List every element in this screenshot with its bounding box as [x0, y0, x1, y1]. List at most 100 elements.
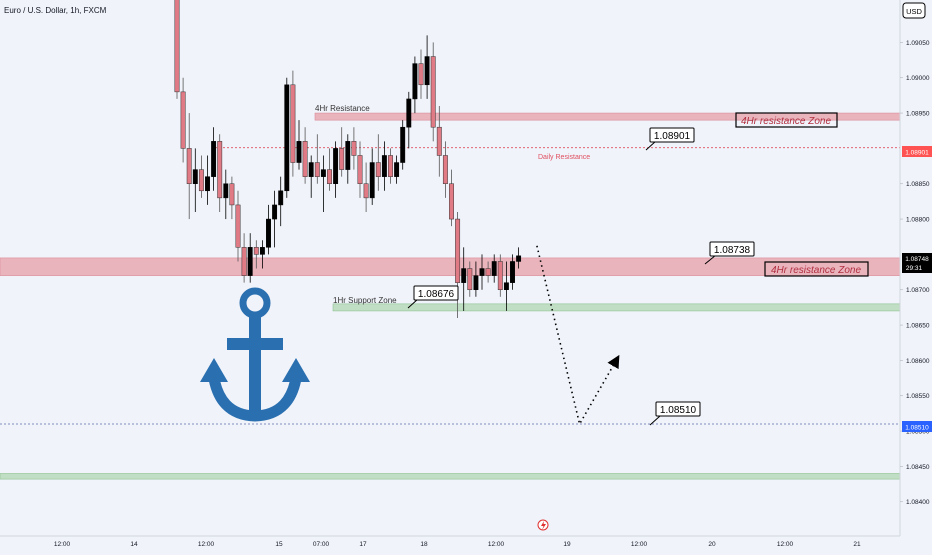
candle-6 — [211, 127, 217, 191]
callout-2: 1.08738 — [704, 241, 755, 265]
candle-14 — [259, 240, 265, 269]
x-tick-label-2: 12:00 — [198, 541, 215, 548]
candle-32 — [369, 148, 375, 205]
candle-body-29 — [351, 141, 357, 156]
currency-button[interactable]: USD — [902, 2, 926, 19]
candle-body-18 — [284, 84, 290, 192]
y-tick-label-6: 1.08650 — [906, 323, 930, 330]
candle-body-39 — [412, 63, 418, 100]
candle-27 — [339, 127, 345, 177]
candle-24 — [320, 155, 326, 212]
candle-body-13 — [253, 247, 259, 255]
candle-8 — [223, 169, 229, 220]
candle-body-53 — [497, 261, 503, 290]
candle-39 — [412, 56, 418, 114]
candle-body-4 — [198, 169, 204, 192]
x-tick-label-6: 18 — [420, 541, 428, 548]
candle-35 — [388, 148, 393, 184]
daily-resistance-label: Daily Resistance — [538, 154, 590, 161]
anchor-icon — [200, 287, 310, 422]
candle-body-15 — [266, 218, 271, 248]
x-tick-label-8: 19 — [563, 541, 571, 548]
zone-support-3 — [0, 473, 901, 480]
price-axis — [900, 0, 932, 550]
candle-55 — [510, 254, 515, 290]
x-tick-label-10: 20 — [708, 541, 716, 548]
daily-resistance-price-tag: 1.08901 — [902, 146, 932, 157]
candle-25 — [327, 148, 332, 191]
candle-22 — [308, 155, 314, 198]
lightning-icon[interactable] — [537, 519, 549, 531]
candle-1 — [180, 77, 186, 163]
price-axis-ticks: 1.09050 1.09000 1.08950 1.08850 1.08800 1.087… — [900, 40, 930, 506]
candle-40 — [418, 49, 424, 99]
y-tick-label-8: 1.08550 — [906, 393, 930, 400]
candle-body-50 — [479, 268, 485, 276]
y-tick-label-11: 1.08400 — [906, 499, 930, 506]
candle-body-52 — [491, 261, 497, 276]
time-axis — [0, 536, 900, 550]
candle-body-8 — [223, 183, 229, 199]
projection-line — [536, 245, 620, 427]
candle-41 — [424, 35, 430, 99]
resistance-4h-label: 4Hr Resistance — [315, 104, 370, 113]
candle-body-11 — [241, 247, 247, 276]
candle-9 — [229, 176, 235, 220]
candle-body-7 — [217, 141, 223, 199]
candle-44 — [442, 141, 448, 198]
callout-3: 1.08676 — [407, 285, 459, 309]
candle-body-23 — [314, 162, 320, 177]
x-tick-label-7: 12:00 — [488, 541, 505, 548]
candle-body-19 — [290, 84, 296, 163]
candle-body-0 — [174, 0, 180, 93]
candle-34 — [381, 141, 387, 191]
candle-body-56 — [516, 255, 522, 262]
target-price-tag-text: 1.08510 — [905, 425, 929, 432]
support-1h-label: 1Hr Support Zone — [333, 296, 397, 305]
x-tick-label-5: 17 — [359, 541, 367, 548]
callout-1: 1.08901 — [645, 127, 695, 151]
zone-title-mid: 4Hr resistance Zone — [771, 265, 861, 276]
candle-body-37 — [400, 126, 406, 163]
y-tick-label-9: 1.08500 — [906, 429, 930, 436]
candle-18 — [284, 77, 290, 198]
candle-12 — [247, 233, 253, 283]
callout-4: 1.08510 — [649, 401, 701, 426]
candle-body-34 — [381, 155, 387, 177]
candle-body-51 — [485, 268, 491, 276]
zone-title-box-mid: 4Hr resistance Zone — [764, 261, 869, 277]
symbol-title: Euro / U.S. Dollar, 1h, FXCM — [4, 6, 107, 15]
candle-body-36 — [394, 162, 400, 177]
candle-body-48 — [467, 268, 473, 290]
candle-body-47 — [461, 268, 467, 283]
candle-10 — [235, 190, 241, 262]
candle-body-25 — [327, 169, 332, 184]
candle-29 — [351, 127, 357, 170]
candle-47 — [461, 247, 467, 311]
candle-body-44 — [442, 155, 448, 184]
y-tick-label-10: 1.08450 — [906, 464, 930, 471]
projection-path — [536, 245, 620, 427]
candle-body-30 — [357, 155, 363, 184]
x-tick-label-12: 21 — [853, 541, 861, 548]
y-tick-label-1: 1.09000 — [906, 75, 930, 82]
candle-body-9 — [229, 183, 235, 206]
x-tick-label-11: 12:00 — [777, 541, 794, 548]
candle-0 — [174, 0, 180, 99]
candle-body-22 — [308, 162, 314, 177]
current-price-tag: 1.08748 29:31 — [902, 253, 932, 273]
y-tick-label-4: 1.08800 — [906, 217, 930, 224]
candle-body-38 — [406, 98, 412, 128]
countdown-text: 29:31 — [906, 265, 923, 272]
zone-title-top: 4Hr resistance Zone — [741, 116, 831, 127]
x-tick-label-0: 12:00 — [54, 541, 71, 548]
candle-body-32 — [369, 162, 375, 199]
candle-body-54 — [503, 282, 509, 290]
candle-body-55 — [510, 261, 515, 283]
candle-43 — [436, 106, 442, 177]
candle-17 — [278, 176, 284, 227]
candle-body-24 — [320, 169, 326, 177]
candle-50 — [479, 254, 485, 290]
